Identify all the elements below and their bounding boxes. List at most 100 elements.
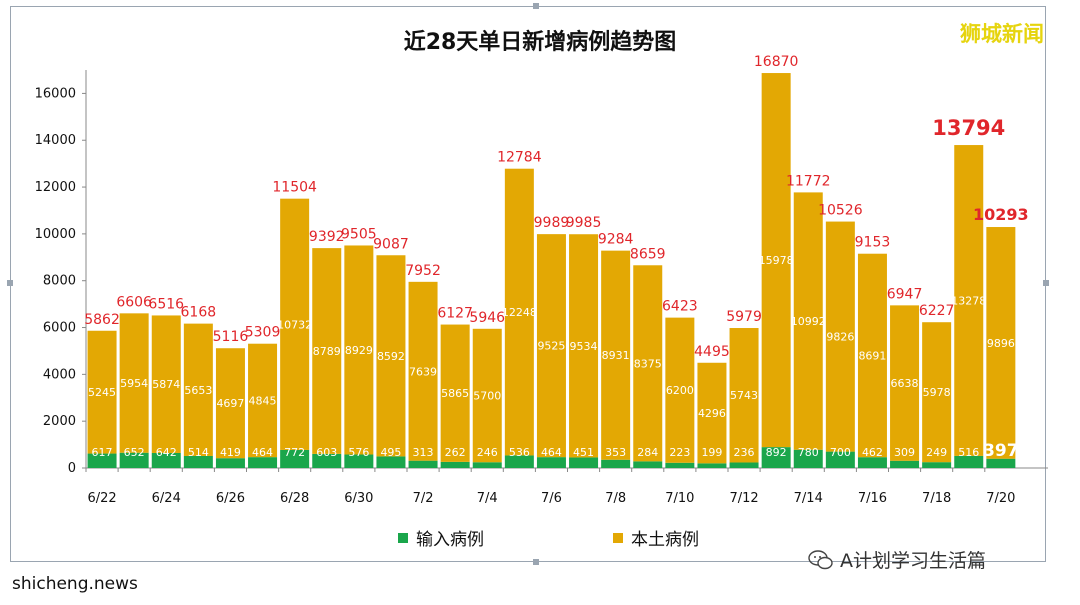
bar-imported: [376, 456, 406, 468]
data-label-imported: 514: [188, 446, 209, 459]
data-label-imported: 309: [894, 446, 915, 459]
data-label-imported: 236: [734, 446, 755, 459]
data-label-imported: 772: [284, 446, 305, 459]
data-label-total: 9392: [309, 229, 345, 245]
data-label-local: 5245: [88, 386, 116, 399]
data-label-total: 6227: [919, 303, 955, 319]
y-tick-label: 16000: [35, 86, 76, 101]
bar-imported: [536, 457, 566, 468]
y-tick-label: 10000: [35, 227, 76, 242]
data-label-imported: 780: [798, 446, 819, 459]
data-label-imported: 199: [701, 446, 722, 459]
data-label-local: 10732: [277, 318, 312, 331]
x-tick-label: 7/6: [541, 491, 562, 506]
wechat-icon: [808, 549, 833, 569]
resize-handle-top[interactable]: [533, 3, 539, 9]
data-label-total: 16870: [754, 54, 799, 70]
legend-label-imported: 输入病例: [416, 530, 484, 550]
legend-local: 本土病例: [613, 525, 699, 550]
data-label-imported: 495: [380, 446, 401, 459]
y-tick-label: 8000: [43, 274, 76, 289]
x-tick-label: 7/8: [605, 491, 626, 506]
bar-imported: [472, 462, 502, 468]
data-label-imported: 262: [445, 446, 466, 459]
data-label-total: 7952: [405, 263, 441, 279]
data-label-imported: 892: [766, 446, 787, 459]
data-label-local: 8789: [313, 345, 341, 358]
data-label-local: 9525: [537, 340, 565, 353]
data-label-local: 4697: [216, 397, 244, 410]
data-label-local: 5743: [730, 389, 758, 402]
data-label-imported: 700: [830, 446, 851, 459]
bar-imported: [312, 453, 342, 468]
bar-imported: [248, 457, 278, 468]
bar-imported: [857, 457, 887, 468]
data-label-local: 9534: [570, 340, 598, 353]
data-label-imported: 603: [316, 446, 337, 459]
y-tick-label: 4000: [43, 367, 76, 382]
data-label-total: 5979: [726, 309, 762, 325]
data-label-imported: 419: [220, 446, 241, 459]
data-label-local: 5865: [441, 387, 469, 400]
x-tick-label: 7/20: [986, 491, 1015, 506]
data-label-total: 6168: [181, 305, 217, 321]
data-label-local: 8375: [634, 357, 662, 370]
y-tick-label: 14000: [35, 133, 76, 148]
bar-local: [665, 317, 695, 463]
bar-local: [183, 323, 213, 456]
bar-imported: [793, 449, 823, 468]
data-label-local: 12248: [502, 306, 537, 319]
bar-imported: [601, 459, 631, 468]
resize-handle-bottom[interactable]: [533, 559, 539, 565]
data-label-imported: 249: [926, 446, 947, 459]
data-label-total: 10293: [973, 205, 1029, 224]
watermark: A计划学习生活篇: [808, 546, 986, 573]
data-label-local: 8592: [377, 350, 405, 363]
data-label-imported: 397: [983, 441, 1019, 461]
resize-handle-right[interactable]: [1043, 280, 1049, 286]
bar-local: [633, 265, 663, 462]
x-tick-label: 7/2: [413, 491, 434, 506]
data-label-imported: 313: [413, 446, 434, 459]
data-label-local: 8691: [858, 349, 886, 362]
data-label-local: 6200: [666, 384, 694, 397]
data-label-imported: 652: [124, 446, 145, 459]
bar-imported: [954, 455, 984, 468]
bar-local: [569, 234, 599, 458]
x-tick-label: 7/16: [858, 491, 887, 506]
bar-imported: [440, 461, 470, 468]
data-label-total: 9505: [341, 226, 377, 242]
bar-imported: [633, 461, 663, 468]
chart-plot: 0 2000 4000 6000 8000 10000 12000 14000 16000 617…: [35, 54, 1048, 506]
bar-local: [151, 315, 181, 453]
bar-imported: [504, 455, 534, 468]
bar-imported: [665, 462, 695, 468]
data-label-total: 11772: [786, 173, 831, 189]
data-label-imported: 516: [958, 446, 979, 459]
data-label-imported: 536: [509, 446, 530, 459]
data-label-imported: 617: [92, 446, 113, 459]
y-tick-label: 0: [68, 461, 76, 476]
bar-imported: [569, 457, 599, 468]
y-tick-label: 2000: [43, 414, 76, 429]
bar-local: [922, 322, 952, 463]
legend-swatch-local: [613, 532, 623, 543]
data-label-total: 5116: [213, 329, 249, 345]
data-label-imported: 576: [348, 446, 369, 459]
x-tick-label: 6/22: [87, 491, 116, 506]
data-label-total: 9985: [566, 215, 602, 231]
data-label-local: 8931: [602, 349, 630, 362]
data-label-total: 4495: [694, 344, 730, 360]
x-tick-label: 7/12: [729, 491, 758, 506]
data-label-local: 5978: [923, 386, 951, 399]
bar-imported: [280, 449, 310, 468]
data-label-total: 6606: [116, 294, 152, 310]
bar-local: [793, 192, 823, 450]
data-label-total: 6127: [437, 306, 473, 322]
bar-local: [761, 73, 791, 448]
bar-imported: [697, 463, 727, 468]
bar-local: [729, 328, 759, 463]
resize-handle-left[interactable]: [7, 280, 13, 286]
data-label-total: 11504: [272, 180, 317, 196]
data-label-total: 9153: [855, 235, 891, 251]
